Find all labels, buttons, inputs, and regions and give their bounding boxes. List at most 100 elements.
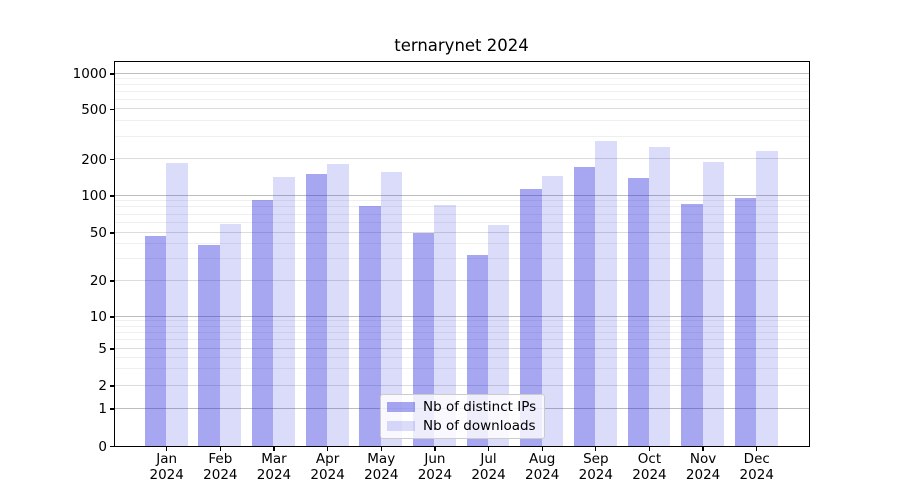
x-tick-label-jan: Jan 2024 [135,451,199,483]
bar-downloads-jun [434,204,456,446]
gridline-major-20 [114,279,809,281]
x-tick-oct [648,446,651,451]
bar-distinct-ips-aug [520,189,542,446]
legend-swatch-distinct-ips [387,401,415,412]
gridline-minor-900 [114,77,809,79]
x-tick-may [380,446,382,451]
legend: Nb of distinct IPs Nb of downloads [380,393,545,439]
y-tick-1000 [109,73,114,75]
gridline-minor-8 [114,325,809,327]
x-tick-aug [541,446,543,451]
gridline-decade-10 [114,315,809,317]
x-tick-month: Nov [689,451,717,467]
gridline-decade-1000 [114,72,809,74]
y-tick-10 [109,316,114,318]
y-tick-label-10: 10 [89,309,107,325]
y-tick-label-5: 5 [98,341,107,357]
gridline-major-2 [114,384,809,386]
x-tick-label-feb: Feb 2024 [188,451,252,483]
x-tick-month: May [367,451,396,467]
y-tick-0 [109,445,114,448]
bar-distinct-ips-jan [144,236,167,446]
gridline-minor-400 [114,120,809,122]
plot-area [113,61,810,447]
y-tick-200 [109,158,114,161]
x-tick-year: 2024 [471,467,506,483]
x-tick-year: 2024 [739,467,774,483]
gridline-minor-9 [114,320,809,322]
y-tick-label-500: 500 [81,101,107,118]
x-tick-year: 2024 [310,467,345,483]
x-tick-label-aug: Aug 2024 [510,451,574,483]
x-tick-apr [326,446,329,451]
gridline-minor-800 [114,83,809,85]
x-tick-year: 2024 [524,467,560,483]
x-tick-year: 2024 [632,467,667,483]
gridline-minor-300 [114,135,809,137]
y-tick-5 [109,348,114,350]
bar-distinct-ips-oct [627,178,649,446]
bar-downloads-oct [648,146,671,446]
x-tick-year: 2024 [149,467,184,483]
y-tick-label-50: 50 [89,225,107,241]
x-tick-jun [434,446,436,451]
x-tick-label-sep: Sep 2024 [564,451,628,483]
gridline-minor-40 [114,243,809,245]
bar-distinct-ips-dec [734,197,757,446]
gridline-minor-90 [114,200,809,202]
gridline-minor-7 [114,331,809,333]
chart-title: ternarynet 2024 [394,36,529,55]
gridline-minor-4 [114,356,809,358]
gridline-major-50 [114,231,809,233]
legend-swatch-downloads [387,420,415,431]
bar-downloads-may [380,171,403,446]
y-tick-label-200: 200 [81,151,107,168]
bar-downloads-jan [166,162,188,446]
legend-item-downloads: Nb of downloads [387,417,538,435]
x-tick-month: Mar [261,451,287,467]
bar-downloads-apr [327,164,349,446]
x-tick-month: Jun [424,451,446,467]
x-tick-month: Jul [480,451,497,467]
x-tick-month: Jan [156,451,178,467]
x-tick-jul [487,446,490,451]
x-tick-year: 2024 [417,467,453,483]
bar-distinct-ips-apr [305,173,328,446]
x-tick-mar [273,446,275,451]
gridline-major-500 [114,108,809,109]
gridline-minor-30 [114,258,809,260]
bar-downloads-nov [702,161,724,446]
y-tick-100 [109,195,114,197]
x-tick-month: Dec [743,451,770,467]
y-tick-label-2: 2 [98,378,107,394]
bar-distinct-ips-mar [252,200,274,446]
gridline-minor-70 [114,213,809,215]
y-tick-label-1: 1 [98,401,107,417]
y-tick-label-100: 100 [81,188,107,204]
x-tick-label-oct: Oct 2024 [617,451,681,483]
bar-downloads-dec [756,150,778,446]
legend-item-distinct-ips: Nb of distinct IPs [387,398,538,416]
gridline-minor-6 [114,339,809,341]
x-tick-month: Feb [208,451,233,467]
bar-distinct-ips-may [359,205,381,446]
legend-label-distinct-ips: Nb of distinct IPs [423,398,537,415]
bar-distinct-ips-sep [573,167,596,446]
bar-downloads-mar [273,177,295,446]
gridline-minor-600 [114,98,809,100]
y-tick-1 [109,408,114,410]
x-tick-year: 2024 [364,467,399,483]
x-tick-year: 2024 [256,467,292,483]
bar-downloads-aug [541,175,564,446]
x-tick-year: 2024 [203,467,238,483]
x-tick-label-jul: Jul 2024 [457,451,521,483]
gridline-minor-700 [114,90,809,92]
x-tick-year: 2024 [578,467,613,483]
x-tick-year: 2024 [685,467,721,483]
x-tick-label-apr: Apr 2024 [296,451,360,483]
x-tick-nov [702,446,704,451]
x-tick-feb [219,446,221,451]
gridline-major-5 [114,347,809,349]
x-tick-month: Sep [583,451,609,467]
x-tick-month: Oct [637,451,662,467]
